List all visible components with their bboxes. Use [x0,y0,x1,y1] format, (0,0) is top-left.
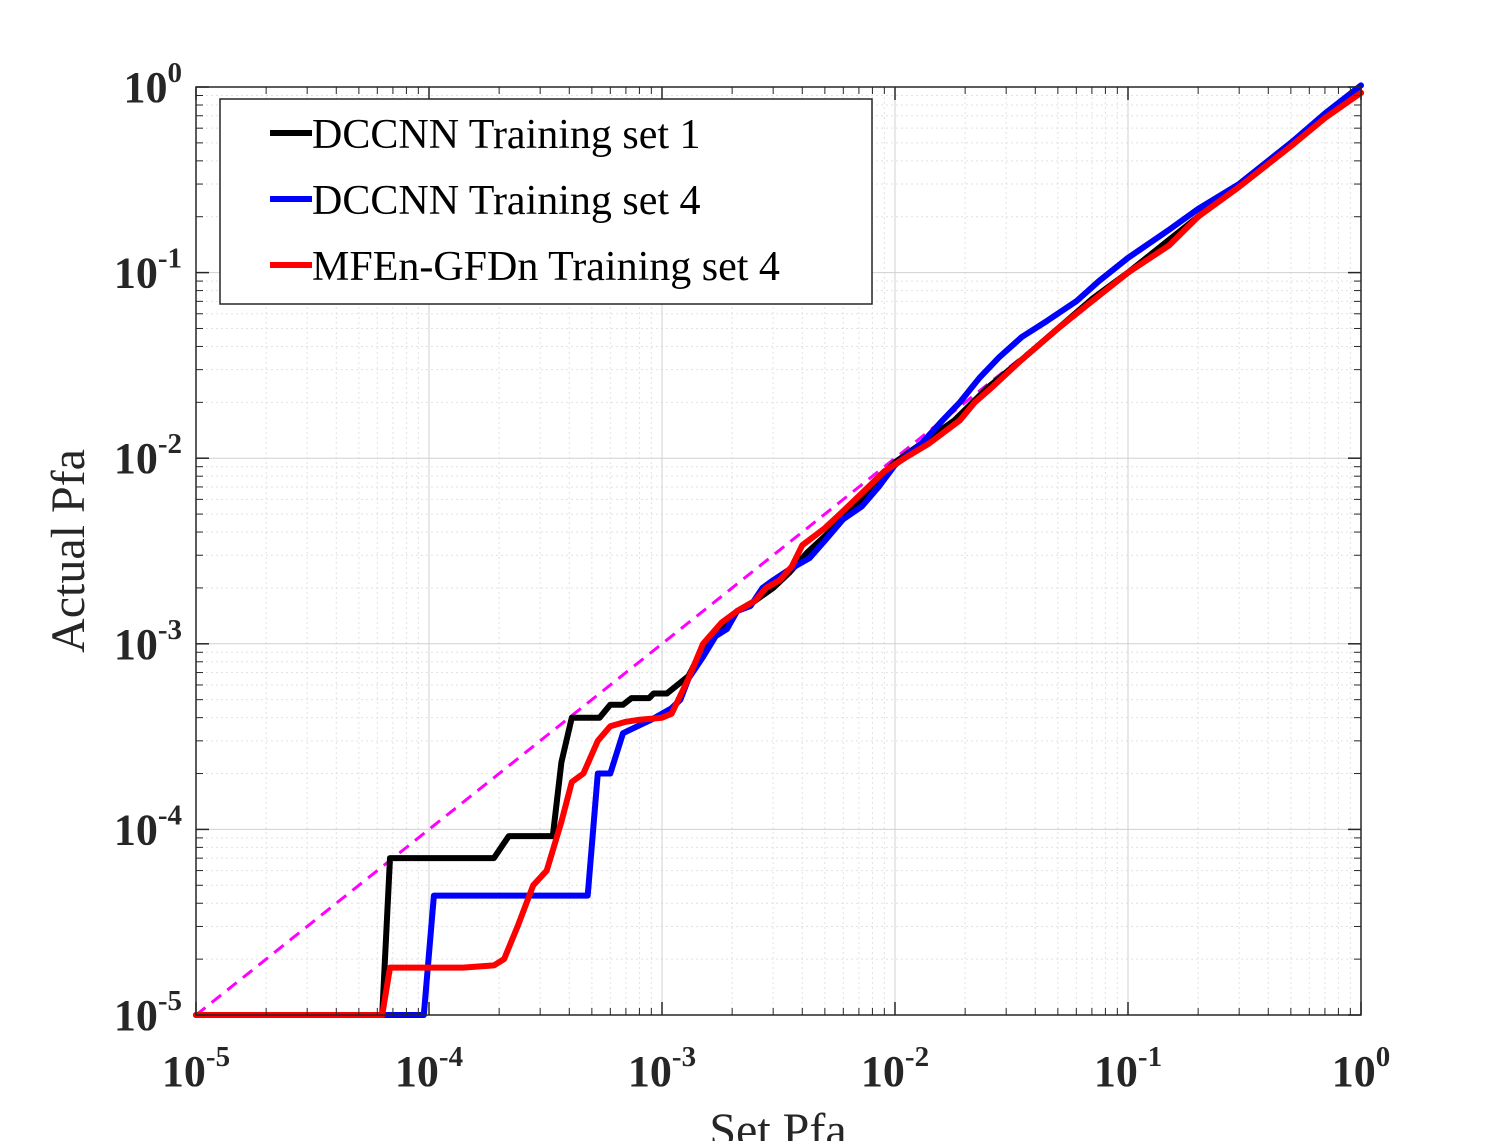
legend: DCCNN Training set 1 DCCNN Training set 4… [219,98,873,305]
y-tick-label: 10-4 [114,799,182,854]
x-tick-label: 10-3 [628,1041,696,1096]
y-tick-label: 10-2 [114,428,182,483]
x-axis-label: Set Pfa [709,1104,846,1141]
x-tick-label: 10-5 [162,1041,230,1096]
legend-label-2: MFEn-GFDn Training set 4 [312,244,780,290]
tick-base: 10 [1094,1047,1138,1096]
tick-marks [195,86,1362,1016]
series-line-1 [193,82,1364,1018]
tick-exponent: -1 [1138,1041,1162,1073]
tick-base: 10 [114,434,158,483]
tick-exponent: -2 [158,428,182,460]
tick-exponent: -5 [206,1041,230,1073]
y-tick-label: 10-3 [114,614,182,669]
legend-box [219,98,873,305]
minor-grid [196,87,1361,1015]
x-tick-label: 10-4 [395,1041,463,1096]
tick-exponent: -2 [905,1041,929,1073]
tick-base: 10 [1332,1047,1376,1096]
tick-base: 10 [114,991,158,1040]
tick-exponent: -3 [158,614,182,646]
tick-base: 10 [114,620,158,669]
tick-exponent: -1 [158,243,182,275]
tick-base: 10 [628,1047,672,1096]
plot-frame [195,86,1362,1016]
tick-base: 10 [395,1047,439,1096]
series-line-2 [193,89,1364,1018]
y-tick-label: 100 [124,57,183,112]
tick-exponent: 0 [1376,1041,1391,1073]
x-tick-label: 10-1 [1094,1041,1162,1096]
y-tick-label: 10-5 [114,985,182,1040]
x-tick-labels: 10-5 10-4 10-3 10-2 10-1 100 [162,1041,1390,1096]
tick-base: 10 [124,63,168,112]
tick-exponent: -4 [439,1041,463,1073]
tick-exponent: -3 [672,1041,696,1073]
tick-exponent: 0 [168,57,183,89]
legend-label-0: DCCNN Training set 1 [312,112,701,158]
legend-label-1: DCCNN Training set 4 [312,178,701,224]
tick-exponent: -5 [158,985,182,1017]
y-tick-label: 10-1 [114,243,182,298]
tick-base: 10 [162,1047,206,1096]
tick-base: 10 [114,249,158,298]
tick-exponent: -4 [158,799,182,831]
tick-base: 10 [861,1047,905,1096]
x-tick-label: 100 [1332,1041,1391,1096]
tick-base: 10 [114,805,158,854]
y-axis-label: Actual Pfa [42,449,95,653]
x-tick-label: 10-2 [861,1041,929,1096]
series-layer [193,82,1364,1018]
